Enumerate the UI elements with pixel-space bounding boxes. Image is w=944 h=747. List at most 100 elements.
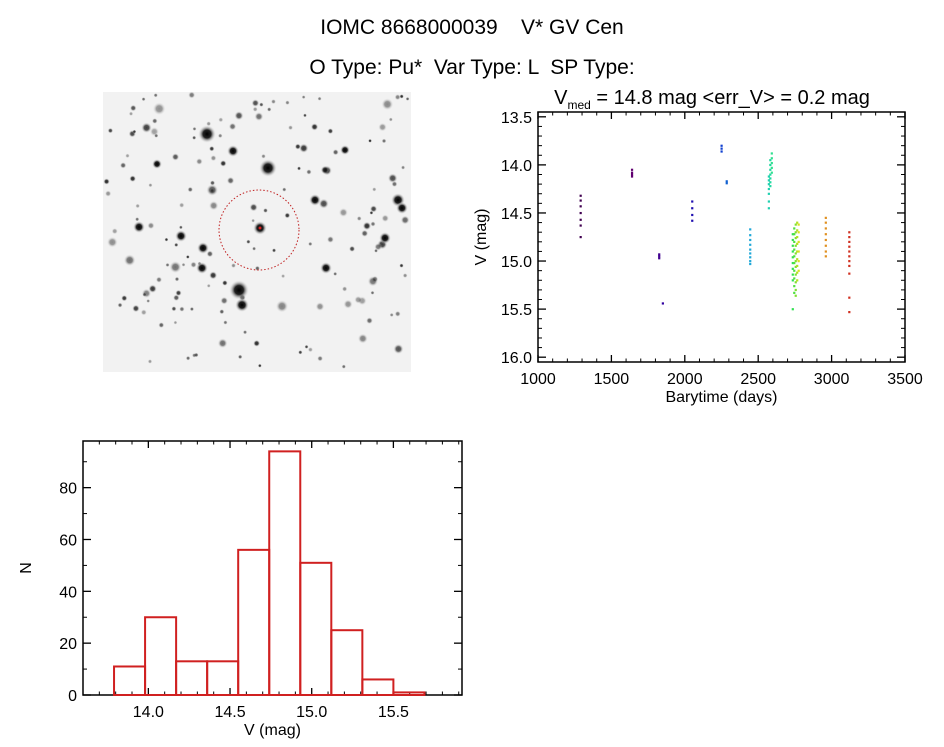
data-point [770,166,773,169]
star [152,102,166,116]
star [190,261,197,269]
star [242,329,248,335]
data-point [848,250,851,253]
target-marker [258,226,262,230]
bright-star [196,262,208,274]
data-point [769,177,772,180]
star [178,225,183,230]
star [208,271,218,280]
star [298,143,309,154]
star [206,184,219,197]
star [151,117,158,124]
data-point [794,260,797,263]
data-point [579,218,582,221]
data-point [848,264,851,268]
star [357,333,368,344]
data-point [770,157,773,160]
data-point [791,261,794,265]
data-point [658,257,661,260]
star [296,166,302,171]
star [304,344,309,349]
star [249,203,258,212]
star [174,276,180,282]
data-point [749,228,752,231]
data-point [793,240,796,244]
data-point [691,207,694,210]
star [381,138,387,144]
star [188,91,196,99]
star [175,289,182,297]
data-point [794,288,797,292]
star [140,309,147,316]
data-point [794,223,797,226]
star [257,363,262,368]
star [393,343,404,355]
bright-star [175,230,187,242]
data-point [848,311,851,314]
target-circle [218,189,300,271]
data-point [769,168,772,171]
star [187,186,194,193]
data-point [824,244,827,247]
data-point [848,236,851,239]
y-tick-label: 15.5 [501,302,532,319]
bright-star [259,159,277,177]
bright-star [379,232,391,244]
data-point [725,180,728,183]
data-point [793,277,796,280]
star [389,312,394,318]
x-tick-label: 14.0 [133,704,164,721]
plot-title: Vmed = 14.8 mag <err_V> = 0.2 mag [554,87,870,112]
star [171,153,180,161]
star [171,306,177,312]
x-axis-label: V (mag) [244,722,301,739]
star [262,207,269,214]
y-tick-label: 80 [59,481,77,498]
star [178,202,185,208]
star [281,187,287,192]
star [128,111,134,117]
star [149,126,160,137]
x-tick-label: 1000 [520,371,556,388]
bright-star [229,280,249,300]
data-point [749,256,752,259]
histogram-bar [299,561,333,697]
data-point [848,272,851,275]
data-point [848,240,851,244]
star [306,169,312,175]
star [348,245,356,253]
data-point [769,173,772,176]
data-point [794,281,797,284]
y-tick-label: 14.0 [501,158,532,175]
data-point [796,229,799,232]
star [103,178,110,185]
data-point [791,250,794,253]
data-point [749,238,752,242]
data-point [794,294,797,297]
bright-star [309,194,321,206]
star [301,95,306,100]
star [261,153,266,159]
star [219,159,227,167]
data-point [797,240,800,244]
data-point [767,207,770,210]
star [230,262,237,269]
data-point [769,163,772,167]
data-point [720,147,723,150]
data-point [658,253,661,256]
star [155,276,163,283]
chart-subtitle: O Type: Pu* Var Type: L SP Type: [309,56,635,79]
data-point [579,205,582,208]
star [192,126,197,131]
data-point [691,219,694,222]
bright-star [197,242,209,254]
star [365,317,373,325]
star [111,227,118,235]
star [246,239,251,245]
star [185,355,191,361]
star [405,96,410,101]
star [367,275,379,287]
data-point [796,221,799,224]
data-point [791,244,794,247]
